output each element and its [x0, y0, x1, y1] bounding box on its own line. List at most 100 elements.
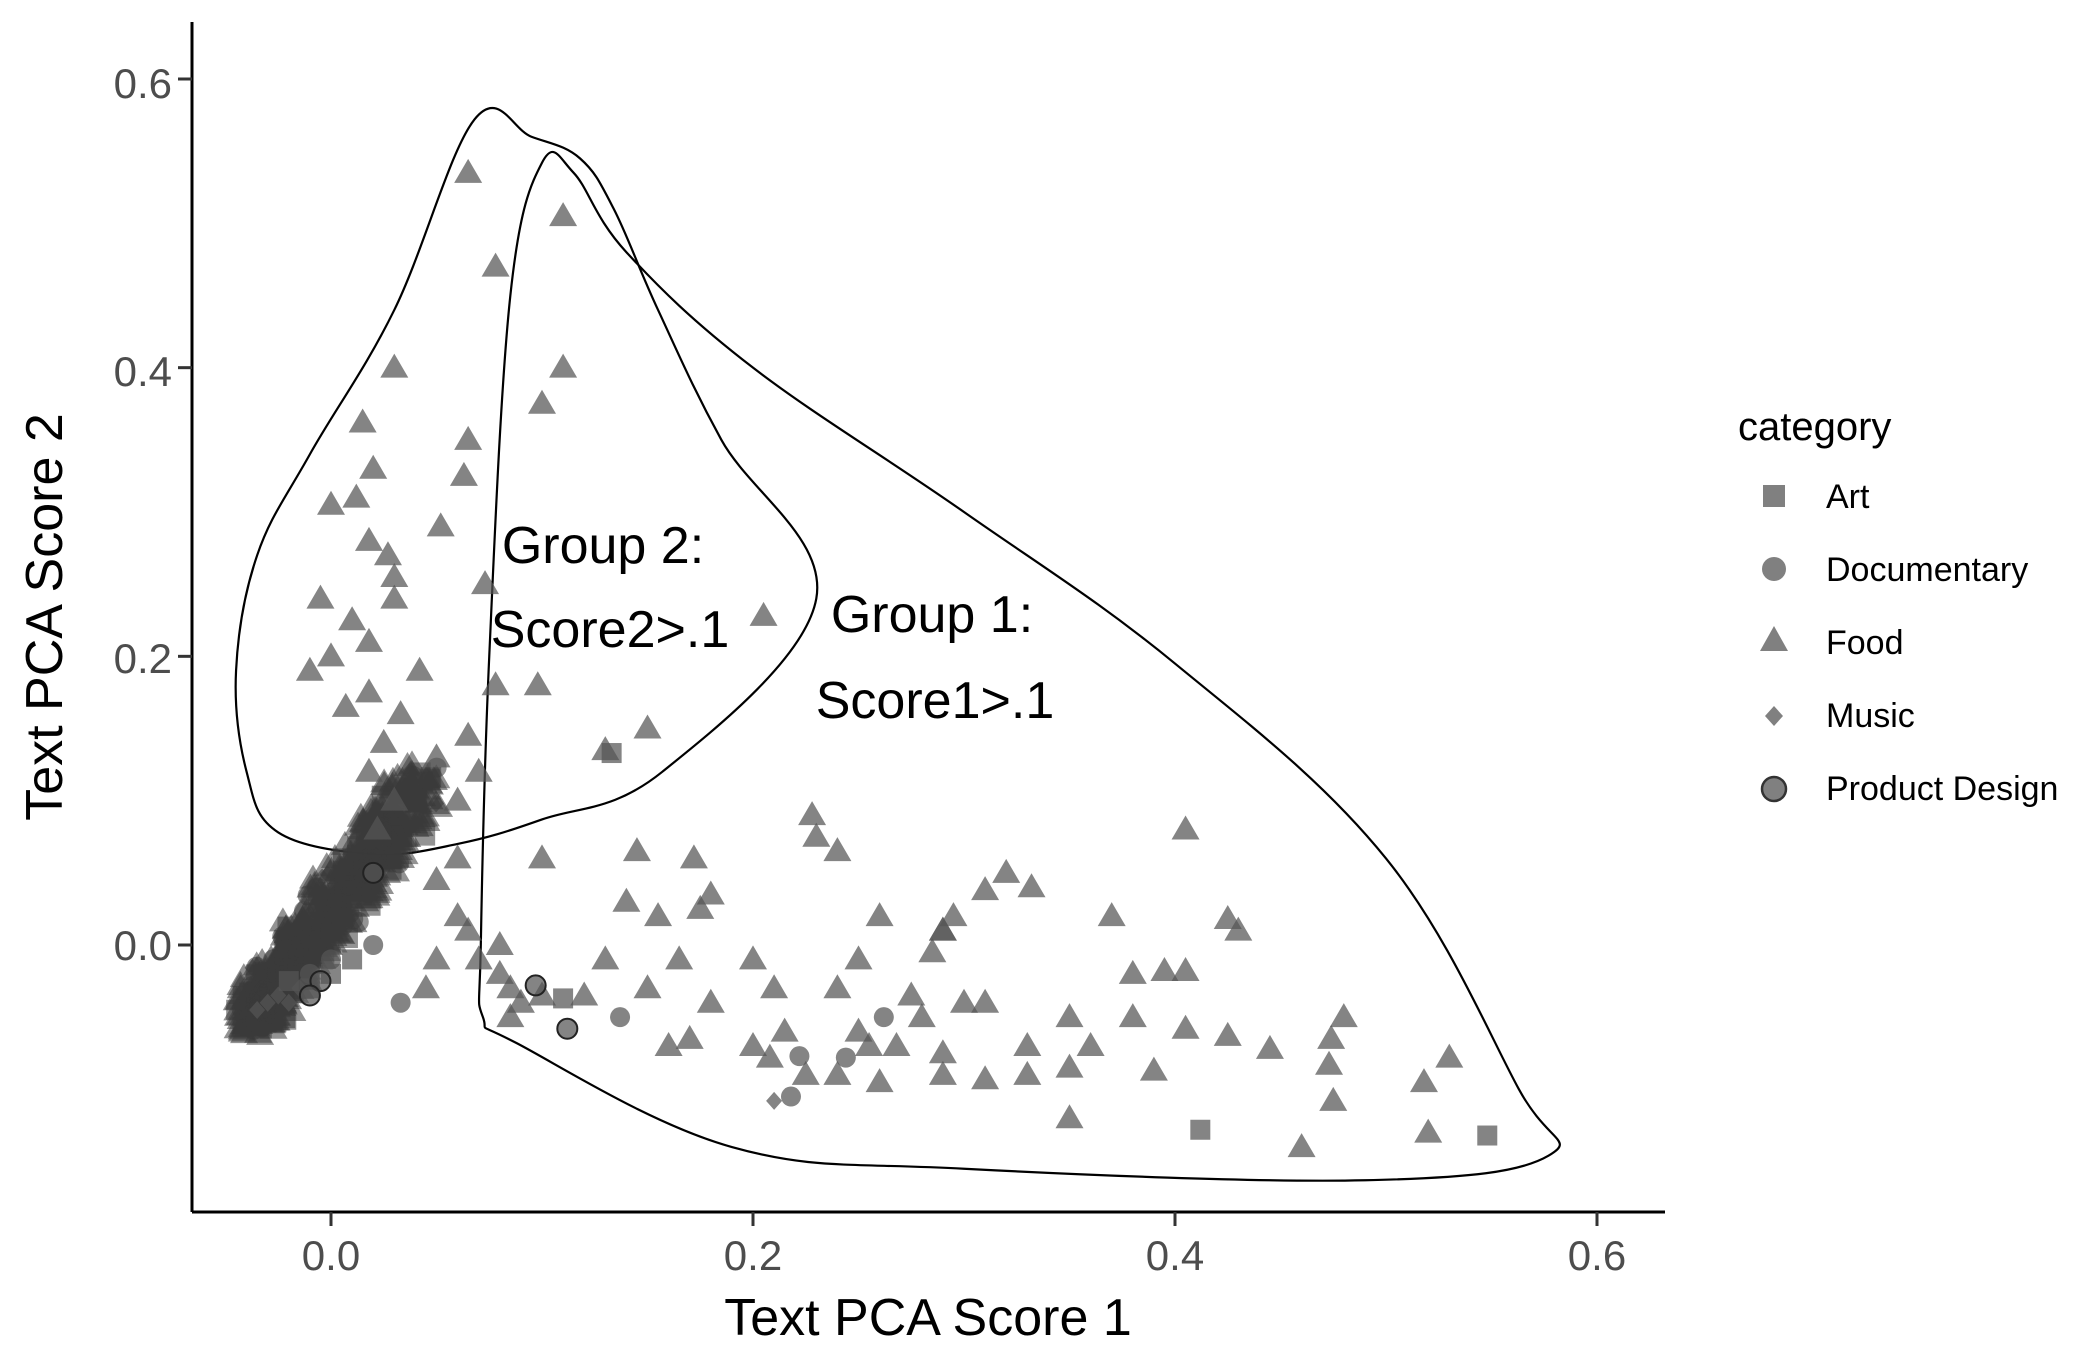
point-documentary	[610, 1007, 631, 1028]
point-food	[454, 721, 483, 746]
point-food	[317, 490, 345, 515]
point-food	[633, 714, 662, 739]
y-tick-label: 0.4	[114, 348, 172, 395]
point-product-design	[556, 1017, 579, 1040]
point-documentary	[390, 992, 411, 1013]
point-food	[1224, 916, 1253, 941]
point-food	[644, 902, 673, 927]
point-food	[760, 974, 789, 999]
cluster-point	[305, 886, 334, 911]
point-food	[928, 1039, 957, 1064]
annotation-group2-title: Group 2:	[502, 517, 704, 575]
point-food	[798, 801, 827, 826]
point-food	[1055, 1053, 1084, 1078]
point-food	[612, 887, 641, 912]
point-food	[823, 1060, 852, 1085]
point-documentary	[835, 1047, 856, 1068]
point-food	[422, 945, 451, 970]
legend-title: category	[1738, 405, 1891, 449]
annotation-group2-rule: Score2>.1	[491, 601, 730, 659]
point-food	[373, 541, 402, 566]
point-food	[855, 1032, 884, 1057]
y-tick-label: 0.2	[114, 635, 172, 682]
point-food	[1414, 1118, 1443, 1143]
point-food	[354, 627, 383, 652]
point-food	[950, 988, 978, 1013]
point-food	[306, 584, 335, 609]
data-points	[249, 158, 1498, 1158]
point-food	[295, 656, 324, 681]
point-food	[1435, 1043, 1464, 1068]
point-food	[1118, 959, 1147, 984]
point-food	[496, 974, 525, 999]
cluster-point	[310, 916, 339, 941]
point-food	[422, 743, 451, 768]
cluster-point	[387, 808, 416, 833]
point-food	[1013, 1032, 1042, 1057]
point-food	[802, 822, 831, 847]
point-documentary	[873, 1007, 894, 1028]
cluster-point	[421, 767, 442, 788]
point-food	[591, 736, 620, 761]
point-food	[844, 1017, 873, 1042]
point-food	[363, 815, 392, 840]
cluster-point	[339, 860, 360, 881]
legend-label-documentary: Documentary	[1826, 551, 2028, 589]
legend-key-product-design	[1760, 775, 1788, 803]
point-food	[338, 606, 367, 631]
point-food	[882, 1032, 911, 1057]
point-music	[766, 1091, 783, 1110]
point-music	[259, 993, 276, 1012]
cluster-point	[364, 876, 393, 901]
cluster-point	[415, 825, 436, 846]
point-food	[359, 454, 388, 479]
point-food	[679, 844, 708, 869]
point-food	[380, 786, 409, 811]
point-art	[1190, 1119, 1211, 1140]
cluster-point	[378, 771, 407, 796]
point-food	[696, 988, 725, 1013]
point-food	[1171, 1014, 1200, 1039]
point-food	[443, 786, 472, 811]
point-food	[622, 837, 651, 862]
point-food	[471, 570, 500, 595]
point-food	[1171, 956, 1200, 981]
point-food	[317, 642, 345, 667]
point-food	[342, 483, 371, 508]
point-food	[485, 931, 514, 955]
point-food	[865, 902, 894, 927]
point-food	[1013, 1060, 1042, 1085]
point-documentary	[363, 935, 384, 955]
point-food	[449, 461, 478, 486]
point-food	[443, 902, 472, 927]
point-food	[1150, 956, 1179, 981]
point-food	[454, 916, 483, 941]
point-food	[633, 974, 662, 999]
point-music	[270, 986, 287, 1005]
cluster-point	[389, 828, 418, 853]
cluster-point	[400, 798, 429, 823]
point-food	[971, 876, 1000, 901]
annotation-group1-rule: Score1>.1	[816, 672, 1055, 730]
point-food	[386, 700, 415, 725]
legend-label-product-design: Product Design	[1826, 770, 2058, 808]
cluster-point	[299, 864, 328, 889]
point-food	[739, 945, 767, 970]
point-food	[939, 902, 968, 927]
point-food	[1076, 1032, 1105, 1057]
point-food	[675, 1024, 704, 1049]
cluster-point	[257, 1008, 286, 1033]
point-food	[485, 959, 514, 984]
point-food	[426, 512, 455, 537]
point-art	[342, 949, 363, 970]
x-tick-label: 0.2	[724, 1232, 782, 1279]
point-food	[971, 1065, 1000, 1090]
hull-group-2	[234, 106, 819, 856]
point-food	[443, 844, 472, 869]
legend-key-art	[1763, 485, 1785, 507]
point-food	[354, 678, 383, 703]
point-food	[823, 974, 852, 999]
point-food	[928, 1060, 957, 1085]
point-food	[331, 692, 360, 717]
